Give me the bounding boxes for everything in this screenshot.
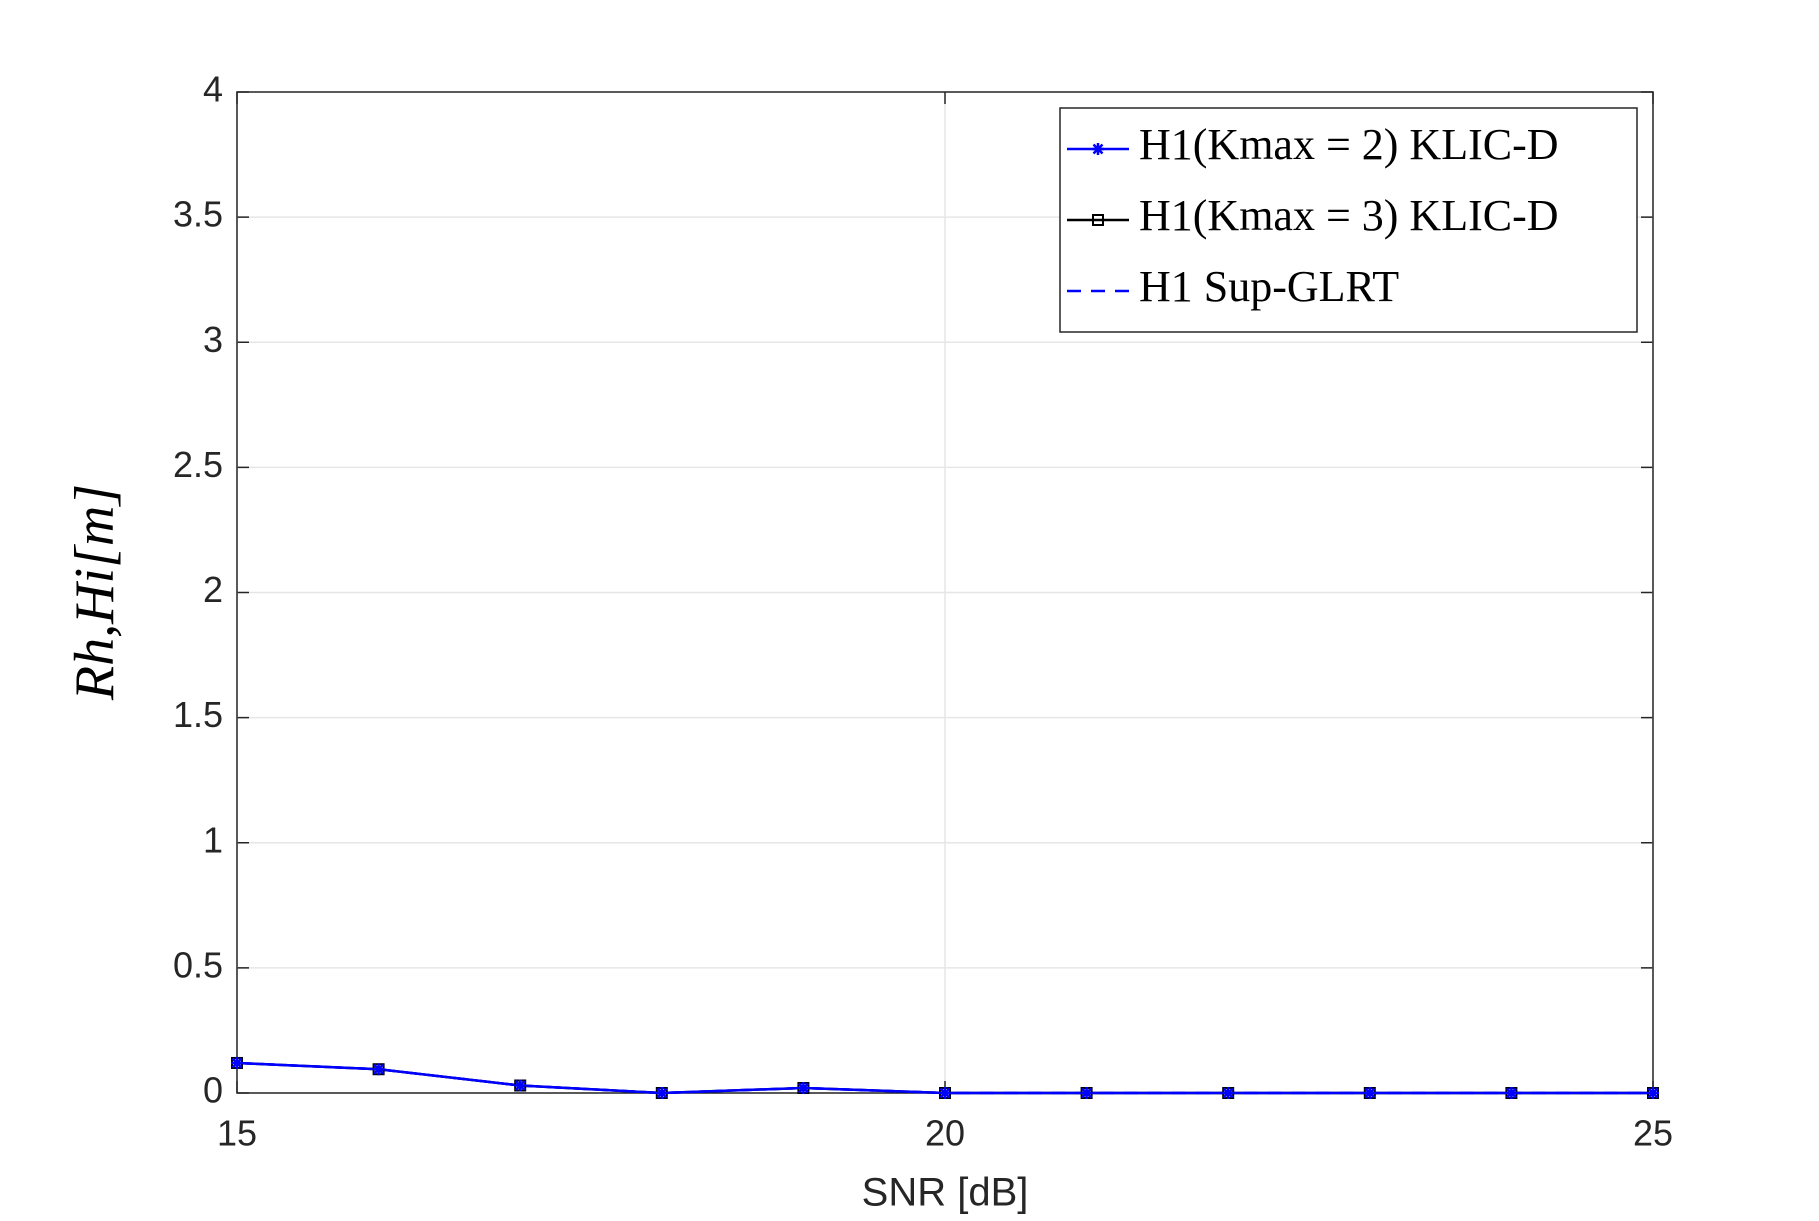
legend-label: H1(Kmax = 3) KLIC-D — [1139, 191, 1559, 240]
legend-label: H1(Kmax = 2) KLIC-D — [1139, 120, 1559, 169]
y-axis-label: Rh,Hi[m] — [64, 484, 126, 701]
marker — [372, 1063, 385, 1076]
x-tick-label: 25 — [1633, 1113, 1673, 1154]
x-tick-label: 20 — [925, 1113, 965, 1154]
marker — [1363, 1087, 1376, 1099]
y-tick-label: 3 — [203, 319, 223, 360]
y-tick-label: 1.5 — [173, 694, 223, 735]
legend-label: H1 Sup-GLRT — [1139, 262, 1399, 311]
marker — [514, 1079, 527, 1092]
marker — [797, 1081, 810, 1094]
legend-marker — [1092, 143, 1104, 155]
y-tick-label: 4 — [203, 69, 223, 110]
marker — [231, 1056, 243, 1069]
legend-marker — [1092, 214, 1104, 226]
y-tick-label: 0.5 — [173, 944, 223, 985]
x-axis-label: SNR [dB] — [862, 1171, 1029, 1215]
marker — [1647, 1087, 1659, 1099]
x-tick-label: 15 — [217, 1113, 257, 1154]
marker — [1222, 1087, 1235, 1099]
legend-box — [1059, 107, 1638, 333]
y-tick-label: 1 — [203, 819, 223, 860]
y-tick-label: 3.5 — [173, 194, 223, 235]
marker — [655, 1087, 668, 1099]
y-tick-label: 2.5 — [173, 444, 223, 485]
marker — [939, 1087, 951, 1099]
marker — [1505, 1087, 1518, 1099]
y-tick-label: 2 — [203, 569, 223, 610]
y-tick-label: 0 — [203, 1070, 223, 1111]
marker — [1080, 1087, 1093, 1099]
legend: H1(Kmax = 2) KLIC-D H1(Kmax = 3) KLIC-D H1… — [1059, 107, 1638, 333]
